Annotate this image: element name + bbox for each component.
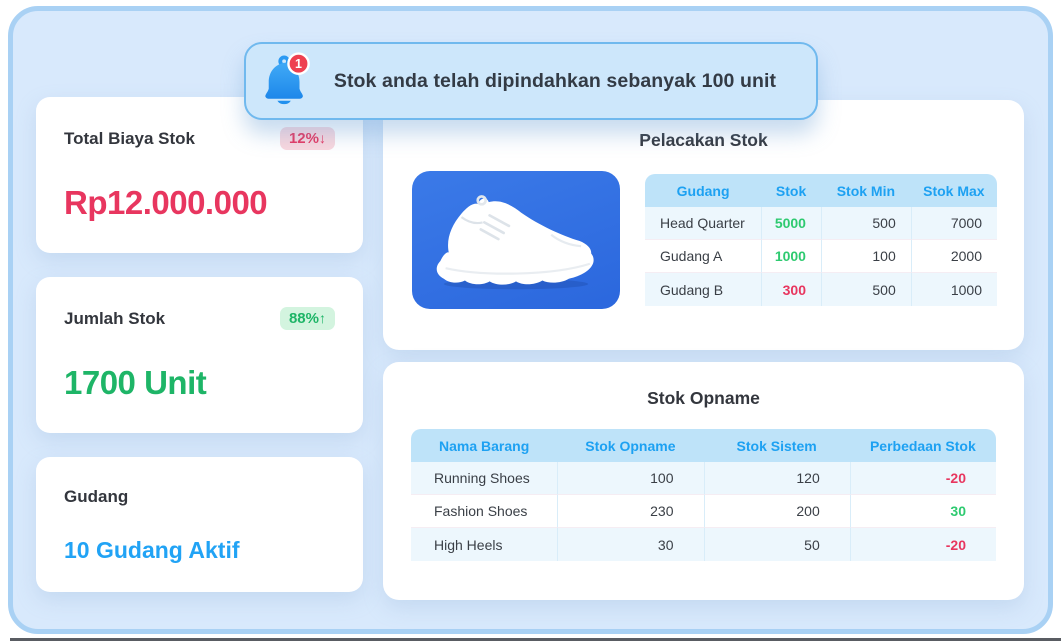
table-cell: 200 (703, 495, 850, 528)
table-cell: 5000 (761, 207, 821, 240)
card-gudang: Gudang 10 Gudang Aktif (36, 457, 363, 592)
column-header: Stok Sistem (703, 429, 850, 462)
table-row: Running Shoes 100 120 -20 (411, 462, 996, 495)
table-cell: Gudang B (645, 273, 762, 306)
trend-badge: 88%↑ (279, 307, 335, 330)
table-cell: 1000 (761, 240, 821, 273)
column-header: Stok (761, 174, 821, 207)
column-header: Stok Max (910, 174, 997, 207)
trend-down-arrow-icon: ↓ (319, 130, 326, 146)
table-cell: 230 (557, 495, 704, 528)
table-cell: 500 (820, 207, 911, 240)
table-cell: 30 (557, 528, 704, 561)
bell-icon: 1 (262, 52, 312, 110)
table-cell: 100 (820, 240, 911, 273)
column-header: Stok Opname (557, 429, 704, 462)
notification-message: Stok anda telah dipindahkan sebanyak 100… (333, 69, 777, 92)
table-cell: Running Shoes (411, 462, 558, 495)
table-cell: 2000 (910, 240, 997, 273)
pelacakan-stok-table: Gudang Stok Stok Min Stok Max Head Quarter 50… (645, 174, 997, 306)
card-title: Total Biaya Stok (64, 128, 195, 148)
table-row: Gudang B 300 500 1000 (645, 273, 997, 306)
sneaker-icon (428, 182, 604, 298)
card-title: Gudang (64, 487, 129, 506)
table-cell: 50 (703, 528, 850, 561)
column-header: Nama Barang (411, 429, 558, 462)
table-row: Gudang A 1000 100 2000 (645, 240, 997, 273)
table-row: High Heels 30 50 -20 (411, 528, 996, 561)
gudang-aktif-link[interactable]: 10 Gudang Aktif (64, 537, 240, 563)
trend-badge: 12%↓ (279, 127, 335, 150)
table-cell: 7000 (910, 207, 997, 240)
svg-text:1: 1 (295, 57, 302, 71)
column-header: Stok Min (820, 174, 911, 207)
panel-pelacakan-stok: Pelacakan Stok Gudang Stok Stok M (383, 100, 1024, 350)
table-cell: 1000 (910, 273, 997, 306)
table-cell: Fashion Shoes (411, 495, 558, 528)
card-jumlah-stok: Jumlah Stok 88%↑ 1700 Unit (36, 277, 363, 433)
table-cell: 120 (703, 462, 850, 495)
table-cell: -20 (849, 462, 996, 495)
table-cell: 100 (557, 462, 704, 495)
table-cell: 30 (849, 495, 996, 528)
column-header: Perbedaan Stok (849, 429, 996, 462)
jumlah-stok-value: 1700 Unit (64, 364, 207, 401)
panel-title: Pelacakan Stok (639, 130, 768, 150)
total-biaya-stok-value: Rp12.000.000 (64, 184, 268, 221)
table-cell: 300 (761, 273, 821, 306)
column-header: Gudang (645, 174, 762, 207)
table-cell: High Heels (411, 528, 558, 561)
table-cell: Head Quarter (645, 207, 762, 240)
table-row: Head Quarter 5000 500 7000 (645, 207, 997, 240)
trend-up-arrow-icon: ↑ (319, 310, 326, 326)
notification-count-badge: 1 (287, 52, 310, 75)
card-title: Jumlah Stok (64, 308, 166, 328)
table-cell: 500 (820, 273, 911, 306)
table-cell: -20 (849, 528, 996, 561)
stok-opname-table: Nama Barang Stok Opname Stok Sistem Perbeda… (411, 429, 996, 561)
notification-banner[interactable]: 1 Stok anda telah dipindahkan sebanyak 1… (244, 42, 818, 120)
product-image (412, 171, 620, 309)
card-total-biaya-stok: Total Biaya Stok 12%↓ Rp12.000.000 (36, 97, 363, 253)
table-row: Fashion Shoes 230 200 30 (411, 495, 996, 528)
panel-title: Stok Opname (647, 388, 760, 408)
panel-stok-opname: Stok Opname Nama Barang Stok Opname Stok S… (383, 362, 1024, 600)
window-bottom-edge (10, 638, 1061, 641)
table-cell: Gudang A (645, 240, 762, 273)
